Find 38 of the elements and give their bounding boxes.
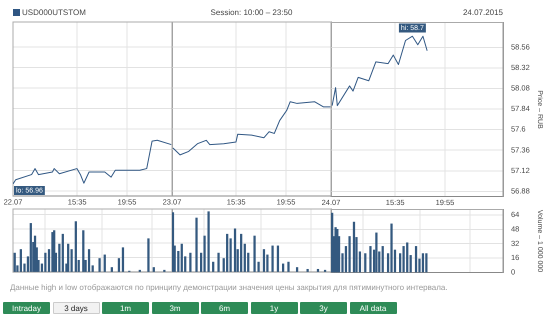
category-label: 3y [300, 302, 347, 314]
bar [240, 234, 242, 272]
text: Данные high и low отображаются по принципу демонстрации значения цены закрытия для пятиминутного интервала. [10, 283, 448, 292]
bar [406, 242, 408, 272]
category-label: 1m [102, 302, 149, 314]
bar [110, 267, 113, 272]
category-label: 1y [250, 302, 298, 314]
bar [306, 268, 309, 272]
bar [296, 267, 298, 272]
bar [282, 264, 284, 272]
bar [44, 252, 47, 272]
bar [67, 244, 70, 272]
bar [364, 252, 366, 272]
bar [30, 223, 32, 272]
bar [98, 258, 101, 272]
category-label: 3m [152, 302, 198, 314]
bar [118, 258, 120, 272]
chart-subtitle: 24.07.2015 [462, 8, 503, 17]
bar [82, 230, 84, 272]
bar [226, 234, 228, 272]
category-label: All data [350, 302, 396, 314]
bar [62, 234, 64, 272]
bar [316, 268, 320, 272]
bar [104, 254, 106, 272]
bar [74, 221, 77, 272]
bar [88, 249, 90, 272]
bar [212, 262, 214, 272]
bar [180, 244, 183, 272]
legend-label: USD000UTSTOM [21, 8, 86, 17]
bar [382, 246, 384, 272]
chart-title: Session: 10:00 – 23:50 [210, 8, 294, 17]
bar [152, 267, 155, 272]
category-label: 6m [201, 302, 248, 314]
bar [14, 252, 16, 272]
bar [20, 249, 22, 272]
category-label: Intraday [3, 302, 50, 314]
bar [262, 249, 266, 272]
category-label: 3 days [52, 302, 100, 314]
